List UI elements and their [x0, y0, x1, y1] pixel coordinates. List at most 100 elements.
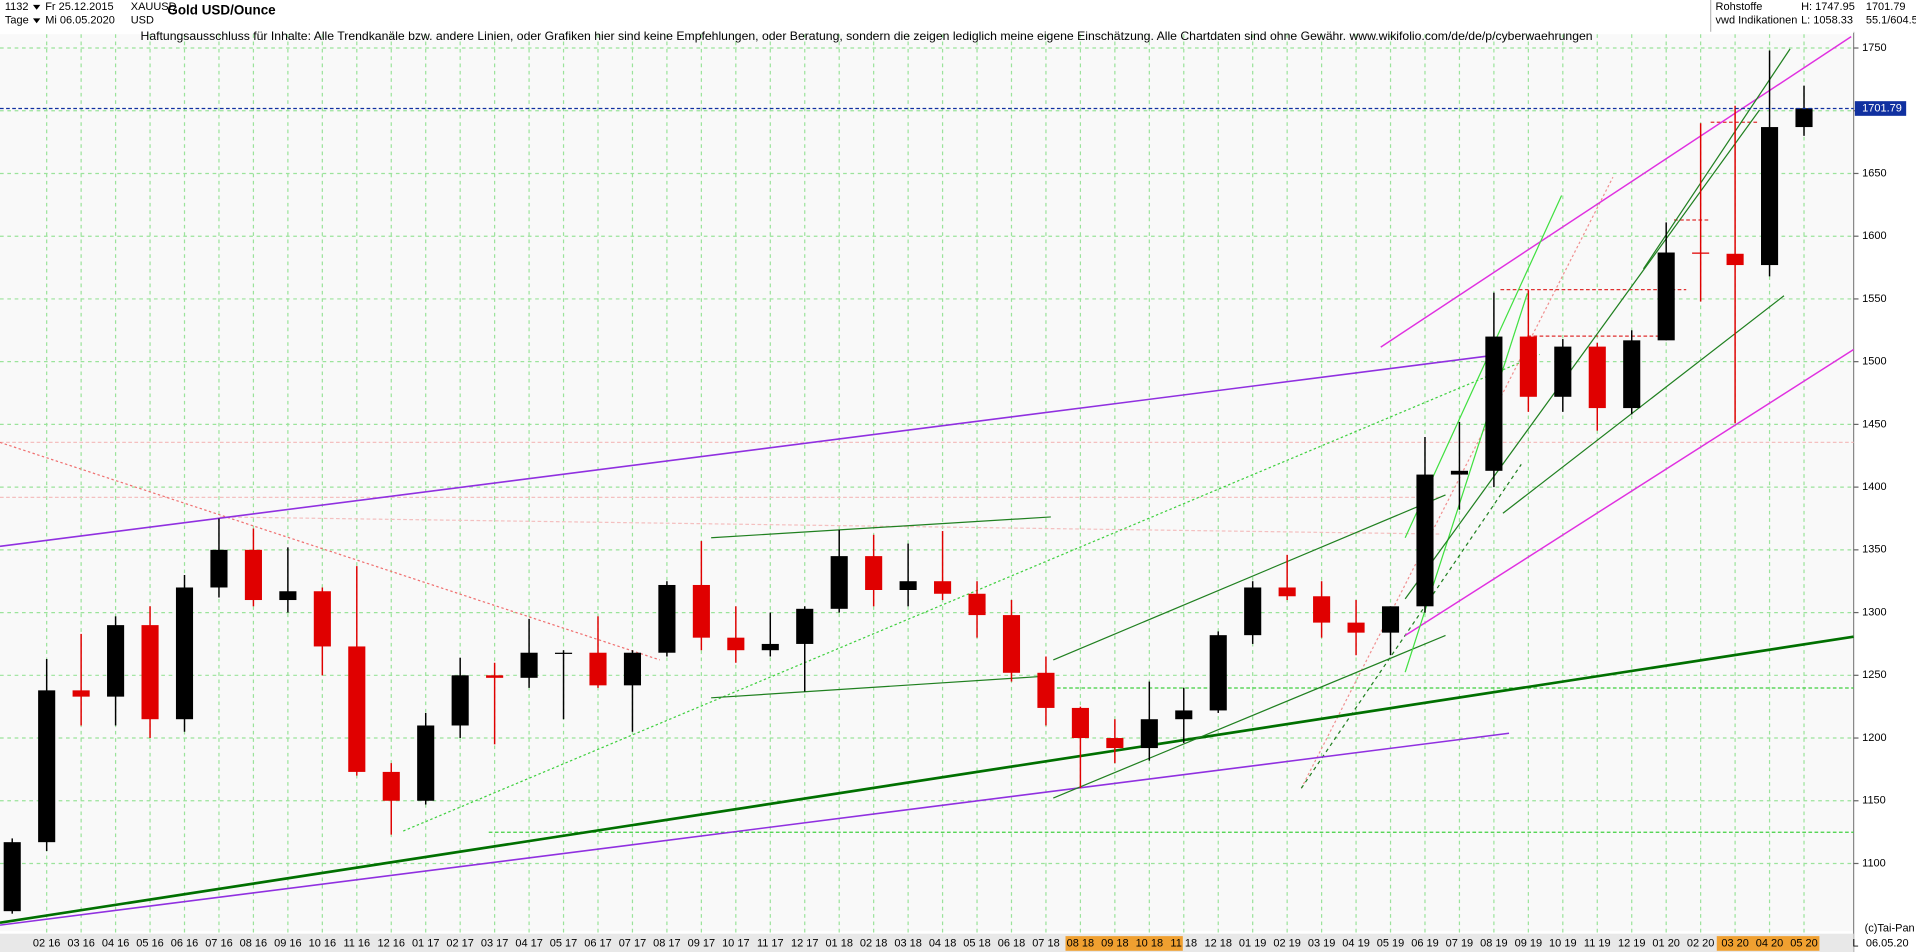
- candle-body: [1244, 587, 1262, 636]
- candle-body: [1381, 606, 1400, 633]
- x-tick-label: 05 20: [1790, 937, 1817, 949]
- y-tick-label: 1350: [1862, 544, 1886, 556]
- candle-body: [1657, 252, 1675, 341]
- candle-body: [589, 652, 607, 686]
- candle-body: [727, 637, 745, 651]
- candle-body: [1071, 707, 1089, 739]
- x-tick-label: 02 17: [446, 937, 473, 949]
- candle-body: [796, 608, 814, 644]
- candle-body: [1037, 672, 1055, 708]
- y-tick-label: 1550: [1862, 293, 1886, 305]
- symbol: XAUUSD: [131, 1, 177, 13]
- candle-body: [1450, 470, 1468, 475]
- copyright: (c)Tai-Pan: [1865, 923, 1915, 935]
- candle-body: [1140, 719, 1158, 749]
- candle-body: [934, 581, 952, 594]
- candle-body: [1485, 336, 1503, 471]
- x-tick-label: 11 16: [343, 937, 370, 949]
- x-tick-label: 03 19: [1308, 937, 1335, 949]
- x-tick-label: 08 17: [653, 937, 680, 949]
- candle-body: [1761, 127, 1779, 266]
- candle-body: [417, 725, 435, 801]
- x-tick-label: 06 17: [584, 937, 611, 949]
- last-price-box: [1854, 101, 1907, 116]
- candle-body: [38, 690, 56, 843]
- candle-body: [1002, 615, 1021, 673]
- last-date: 06.05.20: [1866, 937, 1909, 949]
- candle-body: [899, 581, 917, 590]
- x-tick-label: 03 20: [1721, 937, 1748, 949]
- x-tick-label: 05 18: [963, 937, 990, 949]
- x-tick-label: 02 16: [33, 937, 60, 949]
- candle-body: [72, 690, 90, 697]
- candle-body: [1209, 635, 1227, 711]
- candle-body: [968, 593, 986, 616]
- chart-title: Gold USD/Ounce: [167, 3, 276, 18]
- period: Tage: [5, 15, 29, 27]
- x-tick-label: 05 17: [550, 937, 577, 949]
- candle-body: [141, 625, 159, 720]
- currency: USD: [131, 15, 154, 27]
- x-tick-label: 06 16: [171, 937, 198, 949]
- highlight: [1716, 936, 1820, 951]
- candle-body: [1519, 336, 1537, 397]
- scale-mode: L: [1852, 937, 1858, 949]
- candle-body: [348, 646, 366, 772]
- candle-body: [244, 549, 262, 601]
- x-tick-label: 06 19: [1411, 937, 1438, 949]
- candle-body: [692, 584, 710, 638]
- x-axis-area: [0, 933, 1854, 952]
- candle-body: [1313, 596, 1331, 623]
- x-tick-label: 03 18: [894, 937, 921, 949]
- candle-body: [486, 675, 504, 678]
- candle-body: [761, 643, 779, 651]
- y-tick-label: 1200: [1862, 732, 1886, 744]
- candle-body: [865, 556, 883, 590]
- source: vwd Indikationen: [1716, 15, 1798, 27]
- x-tick-label: 02 18: [860, 937, 887, 949]
- x-tick-label: 10 19: [1549, 937, 1576, 949]
- x-tick-label: 08 16: [240, 937, 267, 949]
- x-tick-label: 04 19: [1342, 937, 1369, 949]
- candle-body: [210, 549, 228, 588]
- x-tick-label: 01 20: [1652, 937, 1679, 949]
- highlight: [1065, 936, 1183, 951]
- candle-body: [1554, 346, 1572, 397]
- x-tick-label: 11 17: [757, 937, 784, 949]
- x-tick-label: 01 19: [1239, 937, 1266, 949]
- group: Rohstoffe: [1716, 1, 1763, 13]
- x-tick-label: 09 17: [688, 937, 715, 949]
- candle-body: [1106, 738, 1124, 749]
- x-tick-label: 01 17: [412, 937, 439, 949]
- date-from: Fr 25.12.2015: [45, 1, 113, 13]
- x-tick-label: 02 19: [1273, 937, 1300, 949]
- y-tick-label: 1450: [1862, 418, 1886, 430]
- x-tick-label: 05 16: [136, 937, 163, 949]
- last-price: 1701.79: [1866, 1, 1906, 13]
- y-tick-label: 1750: [1862, 42, 1886, 54]
- x-tick-label: 12 19: [1618, 937, 1645, 949]
- x-tick-label: 10 18: [1136, 937, 1163, 949]
- candle-body: [279, 591, 297, 601]
- y-tick-label: 1500: [1862, 356, 1886, 368]
- candle-body: [1416, 474, 1434, 607]
- chart-subtitle: Haftungsausschluss für Inhalte: Alle Tre…: [141, 29, 1593, 43]
- candle-body: [1623, 340, 1641, 409]
- x-tick-label: 04 17: [515, 937, 542, 949]
- y-tick-label: 1100: [1862, 857, 1886, 869]
- x-tick-label: 10 17: [722, 937, 749, 949]
- date-to: Mi 06.05.2020: [45, 15, 115, 27]
- x-tick-label: 03 16: [67, 937, 94, 949]
- candle-body: [1278, 587, 1296, 597]
- count: 1132: [5, 1, 29, 13]
- x-tick-label: 07 17: [619, 937, 646, 949]
- candle-body: [3, 842, 21, 912]
- candle-body: [107, 625, 125, 697]
- low: L: 1058.33: [1801, 15, 1853, 27]
- x-tick-label: 04 16: [102, 937, 129, 949]
- candle-body: [1795, 108, 1813, 128]
- x-tick-label: 12 17: [791, 937, 818, 949]
- x-tick-label: 02 20: [1687, 937, 1714, 949]
- x-tick-label: 08 19: [1480, 937, 1507, 949]
